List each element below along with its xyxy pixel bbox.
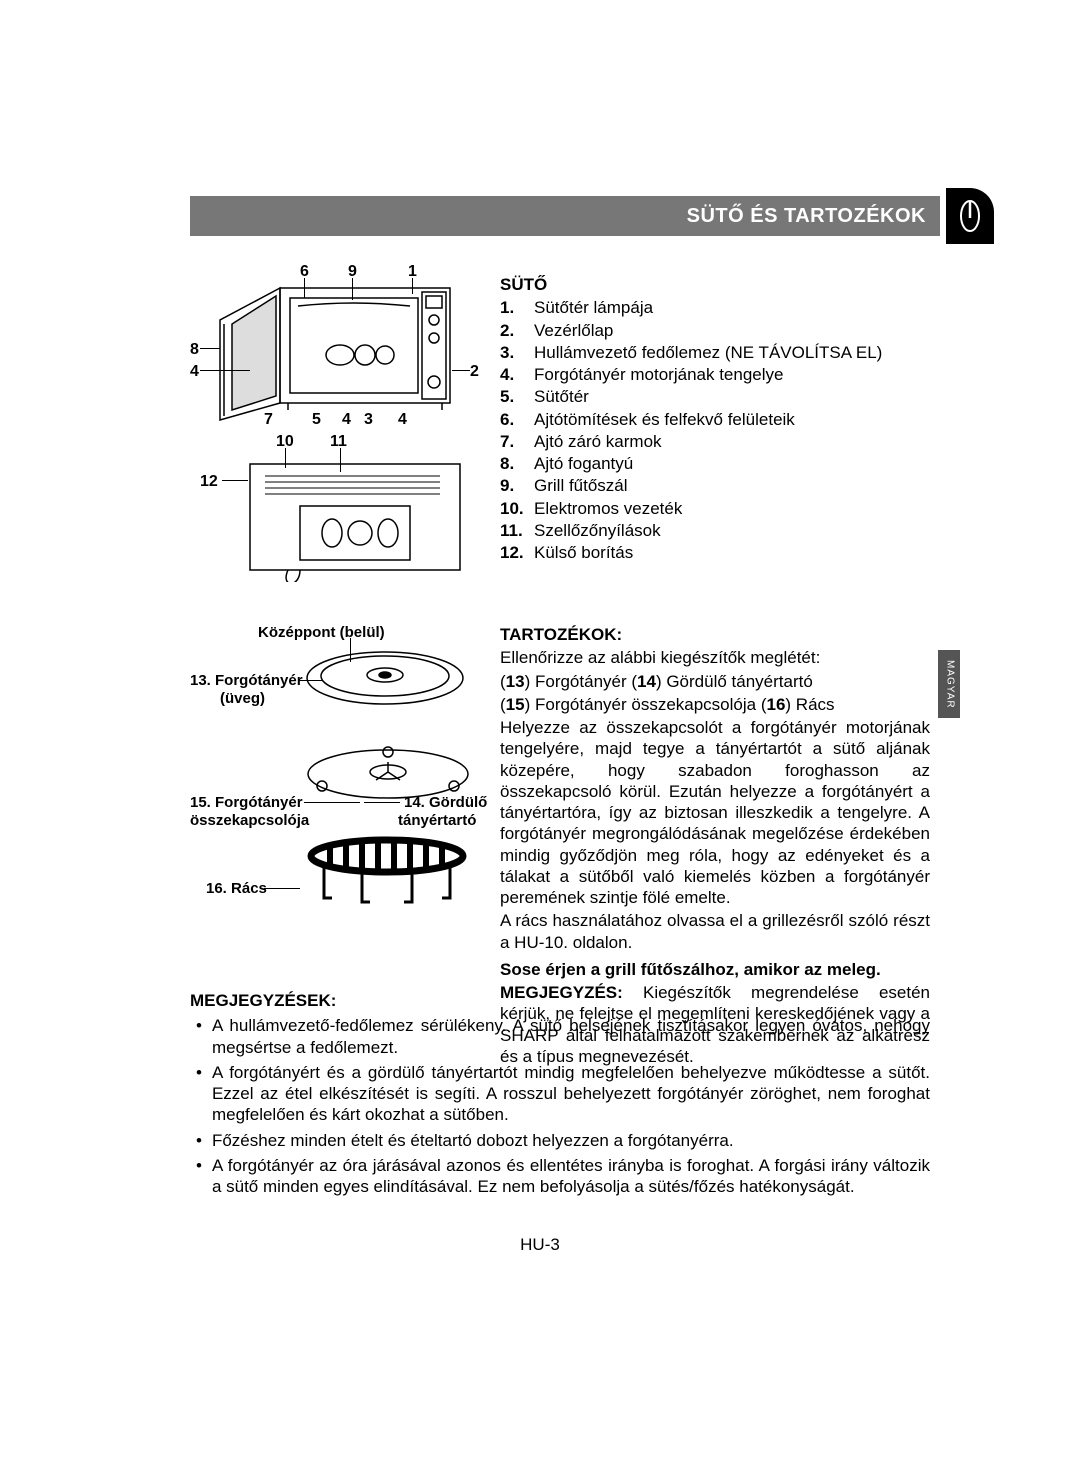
part-item: 6.Ajtótömítések és felfekvő felületeik: [500, 409, 930, 430]
label-15a: 15. Forgótányér: [190, 794, 303, 813]
language-tab: MAGYAR: [938, 650, 960, 718]
label-14b: tányértartó: [398, 812, 476, 831]
tartozek-intro: Ellenőrizze az alábbi kiegészítők meglét…: [500, 647, 930, 668]
label-14a: 14. Gördülő: [404, 794, 487, 813]
oven-diagram: 6 9 1 8 4 2 7 5 4 3 4 10 11 12: [190, 262, 490, 582]
part-item: 8.Ajtó fogantyú: [500, 453, 930, 474]
diagram-num-5: 5: [312, 410, 321, 430]
note-item: A forgótányért és a gördülő tányértartót…: [190, 1062, 930, 1126]
oven-open-svg: [190, 270, 480, 430]
part-item: 5.Sütőtér: [500, 386, 930, 407]
header-bar: SÜTŐ ÉS TARTOZÉKOK: [190, 196, 940, 236]
part-item: 9.Grill fűtőszál: [500, 475, 930, 496]
parts-heading: SÜTŐ: [500, 274, 930, 295]
label-15b: összekapcsolója: [190, 812, 309, 831]
diagram-num-4b: 4: [342, 410, 351, 430]
part-item: 3.Hullámvezető fedőlemez (NE TÁVOLÍTSA E…: [500, 342, 930, 363]
note-item: A forgótányér az óra járásával azonos és…: [190, 1155, 930, 1198]
brand-icon: [946, 188, 994, 244]
tartozek-line2b: (15) Forgótányér összekapcsolója (16) Rá…: [500, 695, 835, 714]
tartozek-line2a: (13) Forgótányér (14) Gördülő tányértart…: [500, 672, 813, 691]
part-item: 10.Elektromos vezeték: [500, 498, 930, 519]
diagram-num-4a: 4: [190, 362, 199, 382]
oven-rear-svg: [240, 458, 470, 582]
label-13a: 13. Forgótányér: [190, 672, 303, 691]
part-item: 7.Ajtó záró karmok: [500, 431, 930, 452]
part-item: 11.Szellőzőnyílások: [500, 520, 930, 541]
diagram-num-11: 11: [330, 432, 347, 452]
part-item: 12.Külső borítás: [500, 542, 930, 563]
diagram-num-12: 12: [200, 472, 218, 492]
label-16: 16. Rács: [206, 880, 267, 899]
notes-section: MEGJEGYZÉSEK: A hullámvezető-fedőlemez s…: [190, 990, 930, 1201]
parts-list: SÜTŐ 1.Sütőtér lámpája 2.Vezérlőlap 3.Hu…: [500, 274, 930, 564]
tartozek-heading: TARTOZÉKOK:: [500, 624, 930, 645]
tartozek-grill: A rács használatához olvassa el a grille…: [500, 910, 930, 953]
part-item: 4.Forgótányér motorjának tengelye: [500, 364, 930, 385]
diagram-num-3: 3: [364, 410, 373, 430]
part-item: 2.Vezérlőlap: [500, 320, 930, 341]
diagram-num-8: 8: [190, 340, 199, 360]
part-item: 1.Sütőtér lámpája: [500, 297, 930, 318]
accessories-diagram: Középpont (belül) 13. Forgótányér (üveg)…: [190, 624, 490, 964]
note-item: Főzéshez minden ételt és ételtartó doboz…: [190, 1130, 930, 1151]
label-13b: (üveg): [220, 690, 265, 709]
tartozek-body: Helyezze az összekapcsolót a forgótányér…: [500, 717, 930, 908]
turntable-svg: [300, 640, 470, 710]
notes-heading: MEGJEGYZÉSEK:: [190, 990, 930, 1011]
diagram-num-7: 7: [264, 410, 273, 430]
page-title: SÜTŐ ÉS TARTOZÉKOK: [687, 204, 926, 229]
tartozek-warn: Sose érjen a grill fűtőszálhoz, amikor a…: [500, 959, 930, 980]
note-item: A hullámvezető-fedőlemez sérülékeny. A s…: [190, 1015, 930, 1058]
rack-svg: [302, 836, 472, 908]
diagram-num-4c: 4: [398, 410, 407, 430]
diagram-num-2: 2: [470, 362, 479, 382]
page-number: HU-3: [0, 1234, 1080, 1255]
